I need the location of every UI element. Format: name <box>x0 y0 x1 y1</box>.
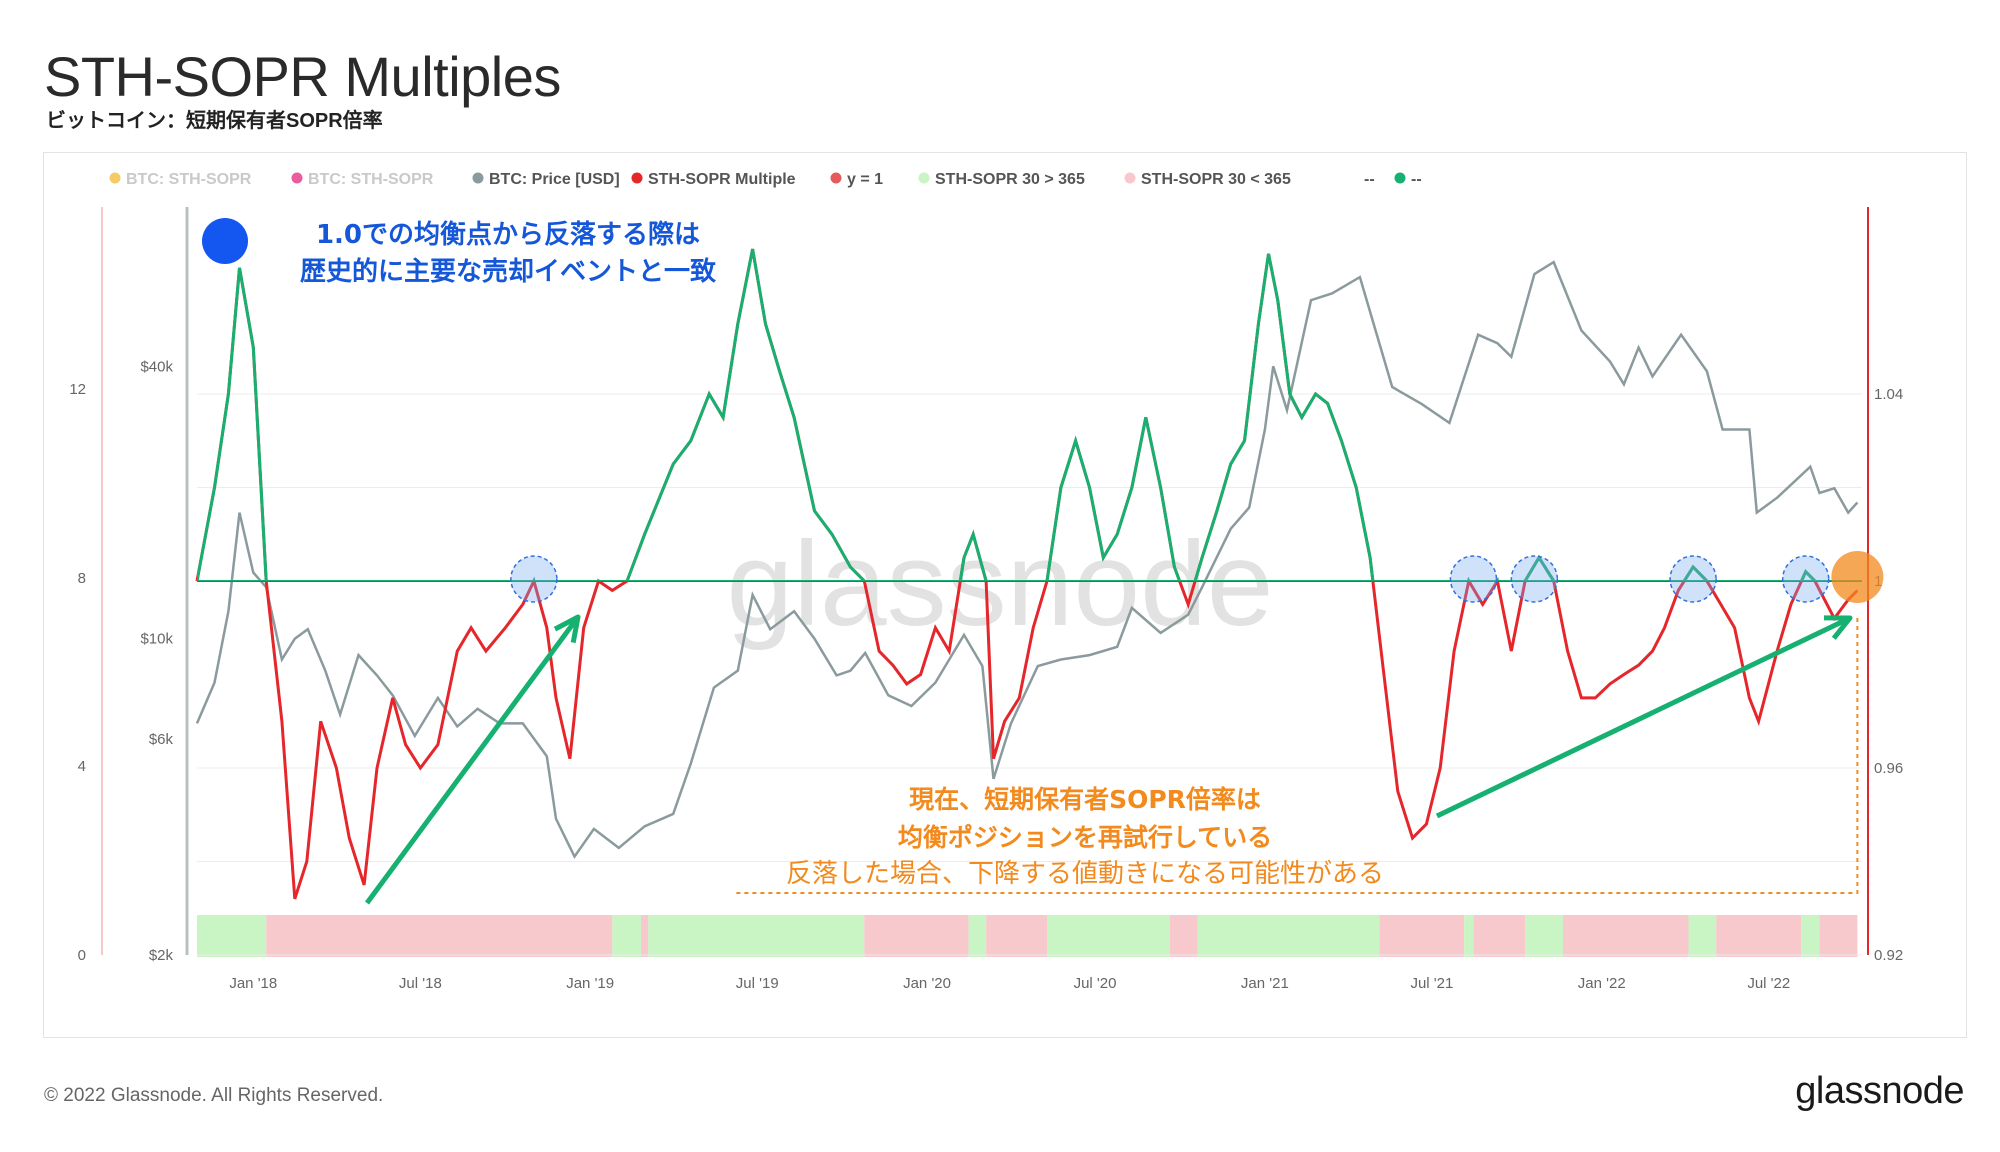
regime-band <box>1464 915 1474 957</box>
series-lines <box>195 248 1862 900</box>
regime-band <box>197 915 267 957</box>
regime-band <box>1801 915 1820 957</box>
highlight-circle <box>1669 555 1717 603</box>
current-point-circle <box>1831 551 1884 603</box>
legend-swatch <box>1124 172 1136 184</box>
highlight-circle <box>1449 555 1498 603</box>
legend-label: STH-SOPR 30 > 365 <box>935 171 1085 188</box>
regime-band <box>986 915 1048 957</box>
annotation-overlays <box>364 551 1884 905</box>
highlight-circle <box>510 555 558 603</box>
y-price-tick-label: $40k <box>140 358 173 375</box>
y-right-tick-label: 1.04 <box>1874 386 1903 403</box>
legend-label: BTC: STH-SOPR <box>308 171 434 188</box>
x-tick-label: Jan '19 <box>566 975 614 992</box>
legend-label: BTC: Price [USD] <box>489 171 620 188</box>
footer-brand-logo: glassnode <box>1795 1070 1964 1112</box>
x-tick-label: Jul '20 <box>1074 975 1117 992</box>
regime-band <box>864 915 969 957</box>
legend-label: y = 1 <box>847 171 883 188</box>
footer-copyright: © 2022 Glassnode. All Rights Reserved. <box>44 1085 384 1106</box>
legend-label: STH-SOPR 30 < 365 <box>1141 171 1291 188</box>
regime-band <box>1525 915 1563 957</box>
watermark: glassnode <box>726 517 1273 651</box>
x-tick-label: Jan '22 <box>1578 975 1626 992</box>
y-left-tick-label: 0 <box>78 947 86 964</box>
trend-arrow-line <box>364 615 581 905</box>
legend-swatch <box>472 172 484 184</box>
regime-band <box>1197 915 1380 957</box>
page-subtitle: ビットコイン：短期保有者SOPR倍率 <box>46 110 383 132</box>
regime-band <box>612 915 641 957</box>
legend-label: STH-SOPR Multiple <box>648 171 796 188</box>
x-tick-label: Jul '18 <box>399 975 442 992</box>
regime-band <box>1169 915 1198 957</box>
x-tick-label: Jan '21 <box>1241 975 1289 992</box>
regime-band <box>1379 915 1465 957</box>
legend-swatch <box>291 172 303 184</box>
trend-arrow-line <box>1435 615 1852 819</box>
y-price-tick-label: $6k <box>149 731 174 748</box>
y-right-tick-label: 0.96 <box>1874 760 1903 777</box>
y-left-tick-label: 12 <box>69 381 86 398</box>
annotation-orange-line1: 現在、短期保有者SOPR倍率は <box>909 785 1261 814</box>
blue-dot-icon <box>202 218 248 264</box>
legend-swatch <box>1394 172 1406 184</box>
regime-band <box>640 915 649 957</box>
regime-band <box>1047 915 1170 957</box>
annotation-orange-line2: 均衡ポジションを再試行している <box>898 823 1272 852</box>
x-tick-label: Jan '18 <box>229 975 277 992</box>
chart-panel <box>43 152 1967 1038</box>
legend-label: -- <box>1411 171 1422 188</box>
regime-band <box>266 915 613 957</box>
y-price-tick-label: $10k <box>140 631 173 648</box>
sth-sopr-multiple-above-line <box>197 248 1817 581</box>
regime-band <box>1562 915 1689 957</box>
regime-band <box>1688 915 1717 957</box>
legend-label: BTC: STH-SOPR <box>126 171 252 188</box>
annotation-blue-line2: 歴史的に主要な売却イベントと一致 <box>300 256 717 287</box>
x-tick-label: Jul '21 <box>1410 975 1453 992</box>
x-tick-label: Jul '19 <box>736 975 779 992</box>
y-left-tick-label: 4 <box>78 758 86 775</box>
trend-arrow-head-icon <box>553 614 581 644</box>
legend-label: -- <box>1364 171 1375 188</box>
current-guide-line <box>735 618 1859 894</box>
legend-swatch <box>830 172 842 184</box>
x-tick-label: Jan '20 <box>903 975 951 992</box>
legend-swatch <box>631 172 643 184</box>
regime-band <box>1473 915 1526 957</box>
annotation-blue-line1: 1.0での均衡点から反落する際は <box>316 219 700 250</box>
annotation-orange-line3: 反落した場合、下降する値動きになる可能性がある <box>786 859 1384 889</box>
legend-swatch <box>918 172 930 184</box>
regime-band <box>648 915 865 957</box>
x-tick-label: Jul '22 <box>1747 975 1790 992</box>
annotation-callouts: 1.0での均衡点から反落する際は 歴史的に主要な売却イベントと一致 現在、短期保… <box>202 218 1384 889</box>
trend-arrow-head-icon <box>1823 615 1853 640</box>
y-right-tick-label: 0.92 <box>1874 947 1903 964</box>
regime-band <box>1716 915 1802 957</box>
regime-bands <box>197 915 1858 957</box>
highlight-circle <box>1781 555 1830 603</box>
legend-swatch <box>109 172 121 184</box>
chart-legend: BTC: STH-SOPR BTC: STH-SOPR BTC: Price [US… <box>109 171 1422 188</box>
btc-price-line <box>195 260 1859 860</box>
highlight-circle <box>1510 555 1559 603</box>
regime-band <box>968 915 987 957</box>
page-title: STH-SOPR Multiples <box>44 45 561 108</box>
y-price-tick-label: $2k <box>149 947 174 964</box>
regime-band <box>1819 915 1858 957</box>
y-left-tick-label: 8 <box>78 570 86 587</box>
